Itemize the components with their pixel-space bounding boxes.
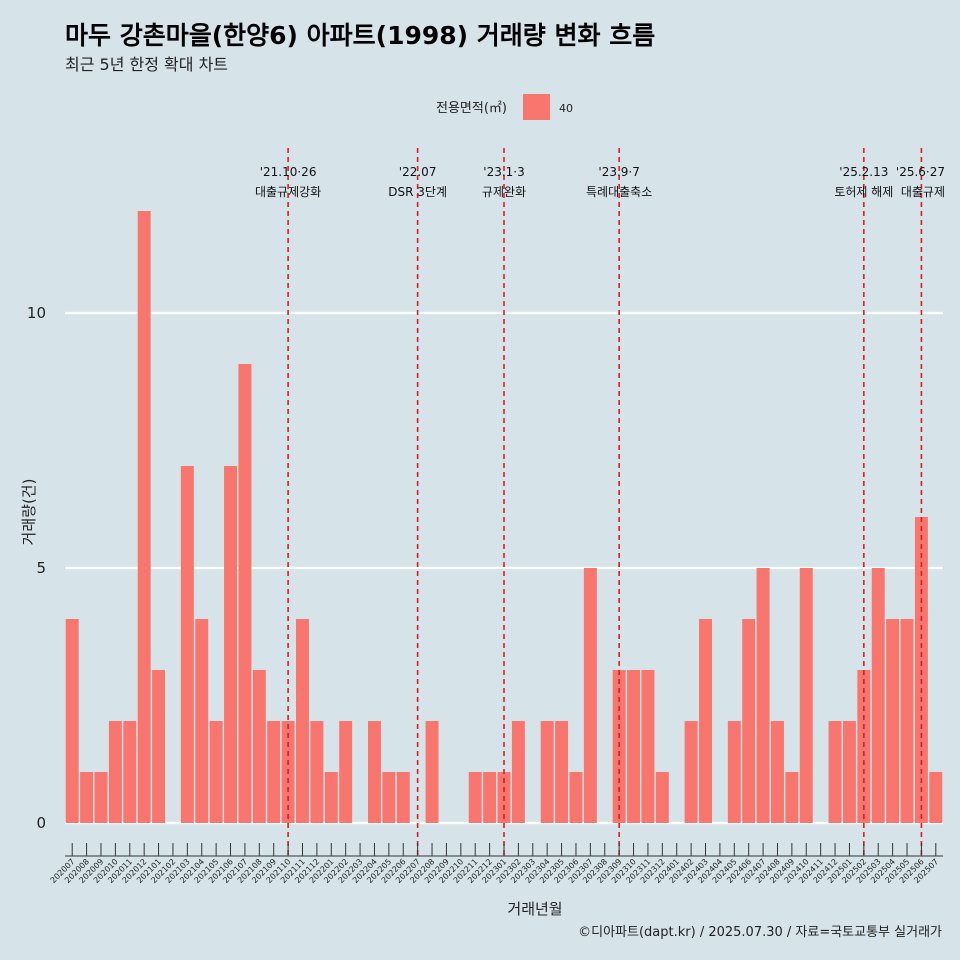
bar-202406 bbox=[742, 619, 756, 823]
bar-202305 bbox=[555, 721, 569, 823]
bar-202007 bbox=[65, 619, 79, 823]
bar-202504 bbox=[886, 619, 900, 823]
bar-202112 bbox=[310, 721, 324, 823]
event-label: 대출규제 bbox=[901, 185, 945, 199]
chart-subtitle: 최근 5년 한정 확대 차트 bbox=[65, 55, 228, 74]
event-date: '23.1·3 bbox=[483, 165, 524, 179]
legend-entry: 40 bbox=[559, 102, 573, 115]
bar-202109 bbox=[267, 721, 281, 823]
event-date: '25.2.13 bbox=[839, 165, 888, 179]
bar-202307 bbox=[583, 568, 597, 823]
bar-202107 bbox=[238, 364, 252, 823]
bar-202302 bbox=[511, 721, 525, 823]
event-label: 규제완화 bbox=[482, 185, 526, 199]
bar-202111 bbox=[296, 619, 309, 823]
bar-202206 bbox=[396, 772, 410, 823]
bar-202212 bbox=[483, 772, 497, 823]
caption: ©디아파트(dapt.kr) / 2025.07.30 / 자료=국토교통부 실… bbox=[578, 925, 942, 940]
bar-202405 bbox=[727, 721, 741, 823]
y-axis: 0 5 10 bbox=[27, 304, 46, 832]
bar-202205 bbox=[382, 772, 396, 823]
bar-202410 bbox=[799, 568, 813, 823]
bar-202108 bbox=[252, 670, 266, 823]
legend-title: 전용면적(㎡) bbox=[436, 101, 507, 116]
bar-202106 bbox=[224, 466, 238, 823]
bar-202408 bbox=[770, 721, 784, 823]
event-label: DSR 3단계 bbox=[388, 185, 447, 199]
bar-202008 bbox=[80, 772, 94, 823]
event-date: '23.9·7 bbox=[598, 165, 639, 179]
bar-202105 bbox=[209, 721, 223, 823]
bar-202306 bbox=[569, 772, 583, 823]
x-axis-title: 거래년월 bbox=[507, 900, 562, 918]
bar-202202 bbox=[339, 721, 353, 823]
bar-202009 bbox=[94, 772, 108, 823]
legend: 전용면적(㎡) 40 bbox=[436, 94, 573, 120]
event-markers: '21.10·26 대출규제강화 '22.07 DSR 3단계 '23.1·3 규제완화 '… bbox=[255, 148, 945, 856]
bars bbox=[65, 211, 943, 823]
event-label: 대출규제강화 bbox=[255, 185, 321, 199]
bar-202402 bbox=[684, 721, 698, 823]
bar-202011 bbox=[123, 721, 137, 823]
bar-202507 bbox=[929, 772, 943, 823]
bar-202407 bbox=[756, 568, 770, 823]
chart-title: 마두 강촌마을(한양6) 아파트(1998) 거래량 변화 흐름 bbox=[65, 21, 655, 50]
y-axis-title: 거래량(건) bbox=[20, 479, 38, 546]
legend-swatch bbox=[523, 94, 550, 120]
bar-202312 bbox=[655, 772, 669, 823]
y-tick-label: 5 bbox=[36, 559, 46, 577]
bar-202204 bbox=[367, 721, 381, 823]
bar-202412 bbox=[828, 721, 842, 823]
bar-202103 bbox=[180, 466, 194, 823]
bar-202403 bbox=[699, 619, 712, 823]
bar-202505 bbox=[900, 619, 914, 823]
bar-202010 bbox=[108, 721, 122, 823]
event-label: 특례대출축소 bbox=[586, 185, 652, 199]
event-label: 토허제 해제 bbox=[834, 185, 893, 199]
bar-202101 bbox=[152, 670, 166, 823]
bar-202409 bbox=[785, 772, 799, 823]
bar-202208 bbox=[425, 721, 439, 823]
bar-202201 bbox=[324, 772, 338, 823]
bar-202211 bbox=[468, 772, 482, 823]
y-tick-label: 10 bbox=[27, 304, 46, 322]
bar-202310 bbox=[627, 670, 641, 823]
bar-202104 bbox=[195, 619, 209, 823]
y-tick-label: 0 bbox=[36, 814, 46, 832]
event-date: '21.10·26 bbox=[260, 165, 317, 179]
event-date: '25.6·27 bbox=[896, 165, 945, 179]
bar-202311 bbox=[641, 670, 655, 823]
bar-202501 bbox=[842, 721, 856, 823]
bar-202012 bbox=[137, 211, 151, 823]
event-date: '22.07 bbox=[399, 165, 437, 179]
x-axis: 2020072020082020092020102020112020122021… bbox=[49, 843, 943, 885]
bar-202503 bbox=[871, 568, 885, 823]
bar-202304 bbox=[540, 721, 554, 823]
